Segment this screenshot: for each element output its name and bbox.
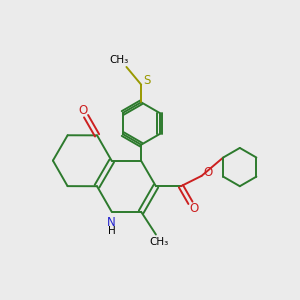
Text: S: S [143,74,151,87]
Text: CH₃: CH₃ [110,56,129,65]
Text: H: H [108,226,116,236]
Text: O: O [189,202,199,215]
Text: CH₃: CH₃ [150,237,169,247]
Text: N: N [107,216,116,229]
Text: O: O [79,104,88,117]
Text: O: O [203,167,213,179]
